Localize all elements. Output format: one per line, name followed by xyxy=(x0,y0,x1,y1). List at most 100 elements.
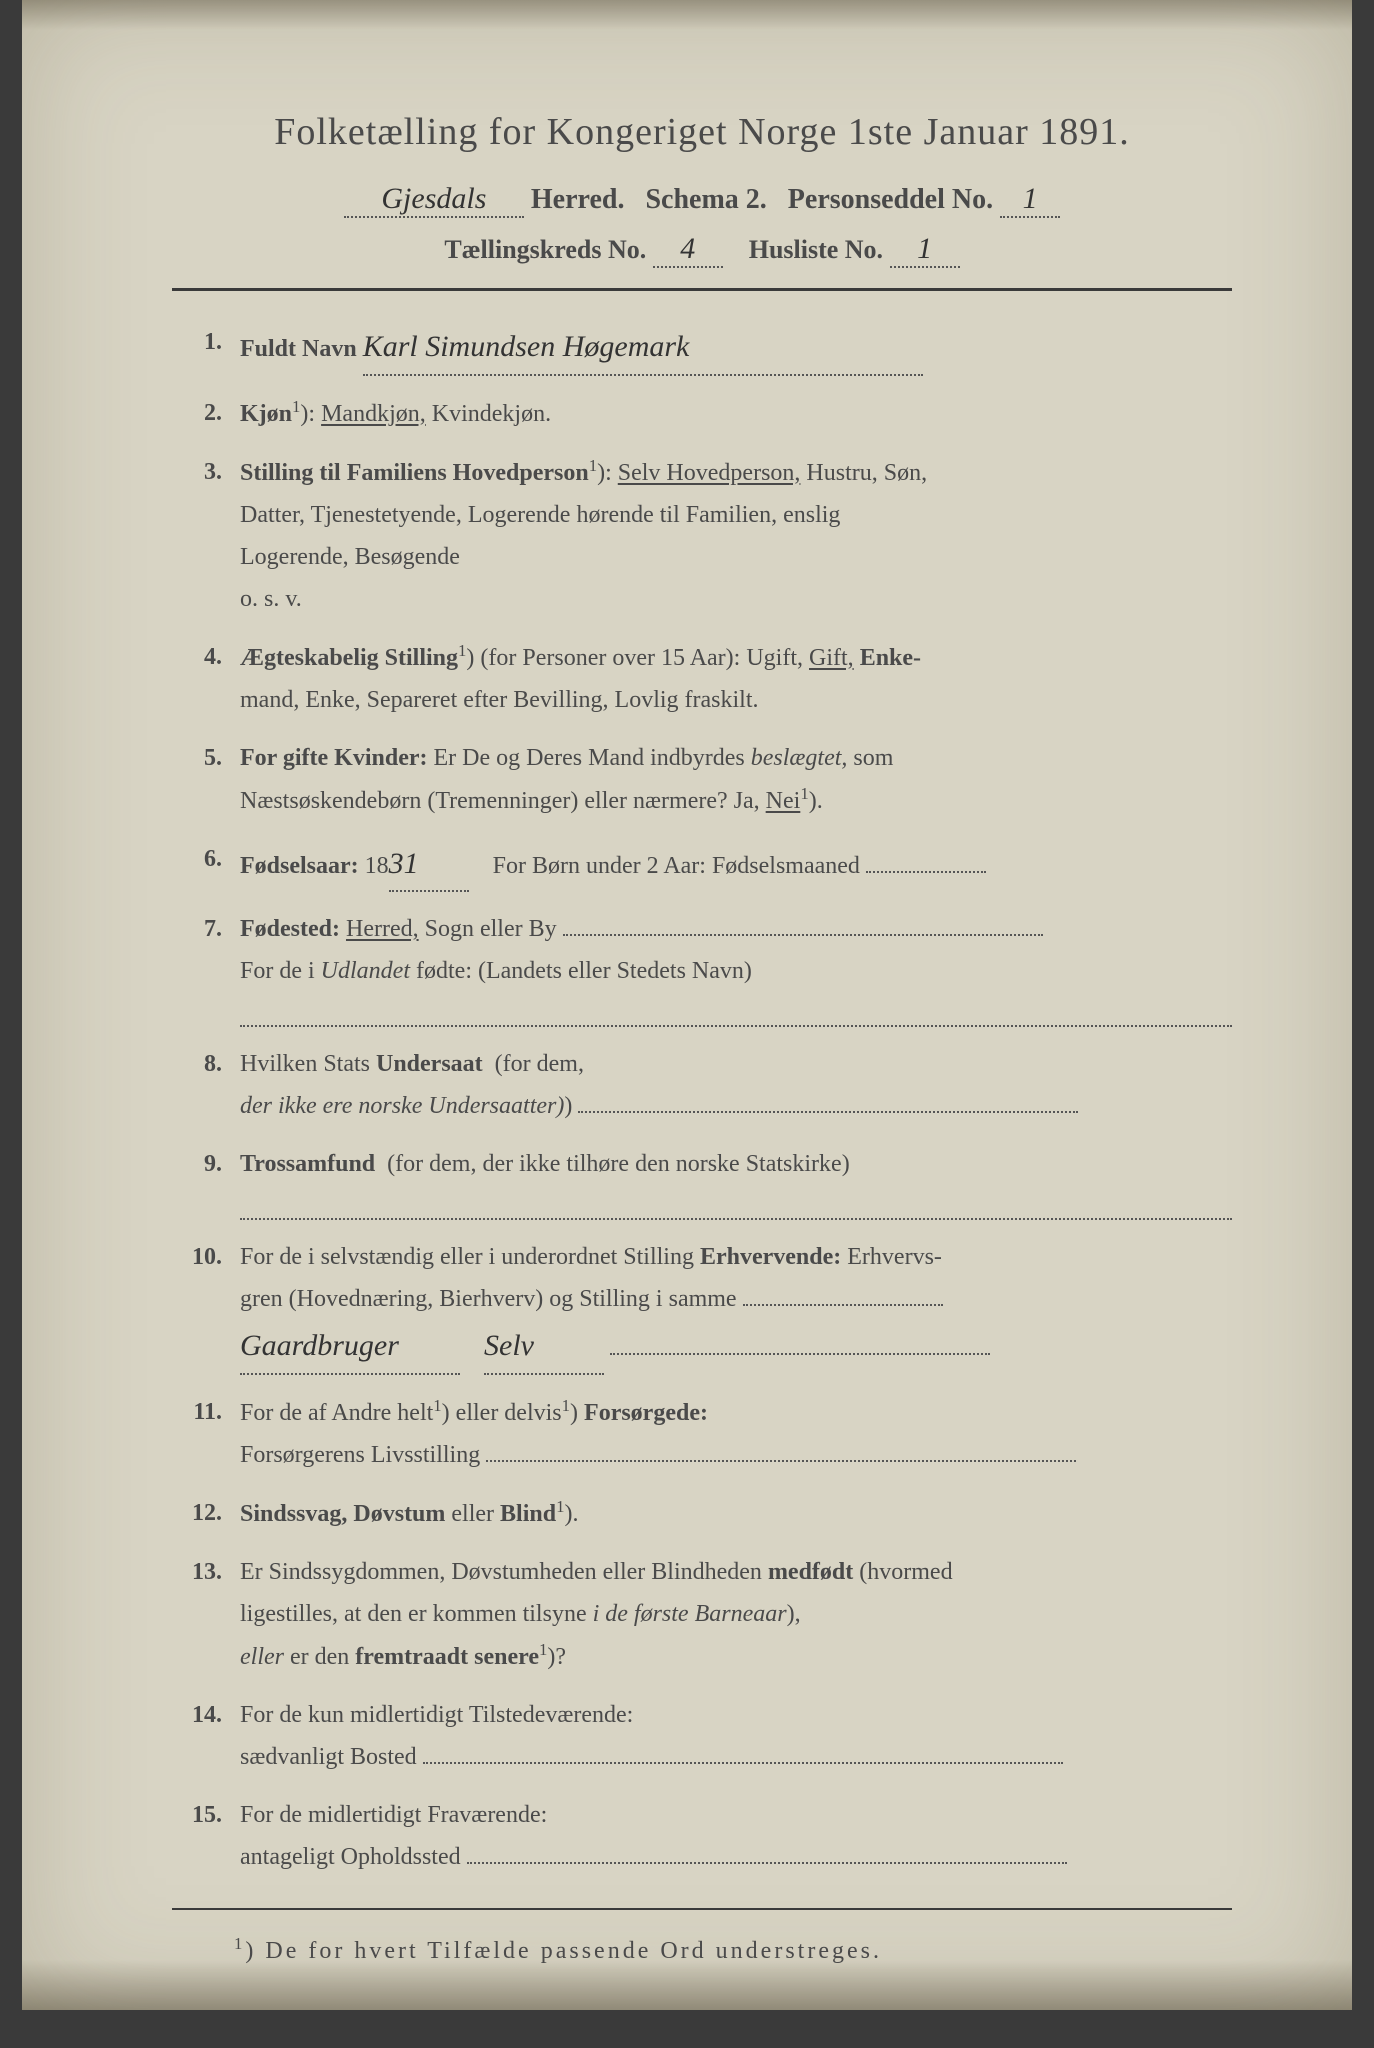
q10-blank1 xyxy=(743,1304,943,1306)
entry-12: 12. Sindssvag, Døvstum eller Blind1). xyxy=(182,1492,1232,1535)
schema-label: Schema 2. xyxy=(645,184,766,215)
q13-line2b: ), xyxy=(787,1601,801,1627)
q14-text: For de kun midlertidigt Tilstedeværende: xyxy=(240,1702,633,1728)
header-line-1: Gjesdals Herred. Schema 2. Personseddel … xyxy=(172,182,1232,218)
entry-number: 8. xyxy=(182,1043,240,1127)
entry-number: 3. xyxy=(182,451,240,620)
form-header: Folketælling for Kongeriget Norge 1ste J… xyxy=(172,110,1232,268)
entry-body: Er Sindssygdommen, Døvstumheden eller Bl… xyxy=(240,1551,1232,1678)
q10-blank2 xyxy=(610,1353,990,1355)
entry-13: 13. Er Sindssygdommen, Døvstumheden elle… xyxy=(182,1551,1232,1678)
footnote-text: De for hvert Tilfælde passende Ord under… xyxy=(265,1938,882,1964)
entry-number: 4. xyxy=(182,636,240,721)
entry-body: Trossamfund (for dem, der ikke tilhøre d… xyxy=(240,1143,1232,1220)
entry-body: Fødested: Herred, Sogn eller By For de i… xyxy=(240,908,1232,1027)
sup-ref: 1 xyxy=(562,1396,570,1415)
herred-handwritten: Gjesdals xyxy=(344,182,524,218)
q3-rest: Hustru, Søn, xyxy=(806,460,927,486)
q2-opt-kvindekjon: Kvindekjøn. xyxy=(432,401,551,427)
q3-label: Stilling til Familiens Hovedperson xyxy=(240,460,589,486)
q13-bold: medfødt xyxy=(768,1559,853,1585)
entry-body: For gifte Kvinder: Er De og Deres Mand i… xyxy=(240,737,1232,822)
q10-text2: Erhvervs- xyxy=(847,1244,942,1270)
q13-paren: (hvormed xyxy=(859,1559,952,1585)
q7-udlandet: Udlandet xyxy=(321,958,410,984)
q9-label: Trossamfund xyxy=(240,1151,375,1177)
header-line-2: Tællingskreds No. 4 Husliste No. 1 xyxy=(172,232,1232,268)
q11-text2: eller delvis xyxy=(456,1400,562,1426)
q4-paren: (for Personer over 15 Aar): xyxy=(480,645,740,671)
q11-bold: Forsørgede: xyxy=(584,1400,708,1426)
q15-blank xyxy=(467,1862,1067,1864)
entry-number: 5. xyxy=(182,737,240,822)
q3-line4: o. s. v. xyxy=(240,586,302,612)
q8-pre: Hvilken Stats xyxy=(240,1051,376,1077)
q5-nei: Nei xyxy=(766,788,801,814)
sup-ref: 1 xyxy=(433,1396,441,1415)
header-divider xyxy=(172,288,1232,291)
herred-label: Herred. xyxy=(531,184,625,215)
footnote-sup: 1 xyxy=(234,1934,245,1953)
entry-body: For de midlertidigt Fraværende: antageli… xyxy=(240,1794,1232,1878)
q6-text2: For Børn under 2 Aar: Fødselsmaaned xyxy=(493,853,860,879)
q5-line2: Næstsøskendebørn (Tremenninger) eller næ… xyxy=(240,788,760,814)
q13-text1: Er Sindssygdommen, Døvstumheden eller Bl… xyxy=(240,1559,762,1585)
q4-ugift: Ugift, xyxy=(746,645,803,671)
q3-line3: Logerende, Besøgende xyxy=(240,544,460,570)
q5-text2: som xyxy=(853,745,893,771)
q4-enke: Enke- xyxy=(860,645,921,671)
entry-body: For de i selvstændig eller i underordnet… xyxy=(240,1236,1232,1375)
q10-text1: For de i selvstændig eller i underordnet… xyxy=(240,1244,694,1270)
q8-paren1: (for dem, xyxy=(495,1051,584,1077)
q13-bold2: fremtraadt senere xyxy=(355,1644,539,1670)
q15-text: For de midlertidigt Fraværende: xyxy=(240,1802,547,1828)
q3-opt-selv: Selv Hovedperson, xyxy=(618,460,801,486)
entry-8: 8. Hvilken Stats Undersaat (for dem, der… xyxy=(182,1043,1232,1127)
q6-prefix: 18 xyxy=(365,853,389,879)
q2-opt-mandkjon: Mandkjøn, xyxy=(321,401,426,427)
entry-number: 13. xyxy=(182,1551,240,1678)
q9-blank-line xyxy=(240,1189,1232,1220)
q7-blank xyxy=(563,934,1043,936)
sup-ref: 1 xyxy=(556,1497,564,1516)
entry-number: 7. xyxy=(182,908,240,1027)
entry-number: 11. xyxy=(182,1391,240,1476)
q4-gift: Gift, xyxy=(809,645,854,671)
entry-body: For de kun midlertidigt Tilstedeværende:… xyxy=(240,1694,1232,1778)
sup-ref: 1 xyxy=(292,397,300,416)
q12-blind: Blind xyxy=(500,1501,556,1527)
q1-handwritten-name: Karl Simundsen Høgemark xyxy=(363,321,923,376)
taellingskreds-no: 4 xyxy=(653,232,723,268)
q2-label: Kjøn xyxy=(240,401,292,427)
entry-1: 1. Fuldt Navn Karl Simundsen Høgemark xyxy=(182,321,1232,376)
q6-label: Fødselsaar: xyxy=(240,853,359,879)
personseddel-label: Personseddel No. xyxy=(788,184,993,215)
q6-year-hand: 31 xyxy=(389,838,469,893)
entry-number: 14. xyxy=(182,1694,240,1778)
q5-ital: beslægtet, xyxy=(751,745,848,771)
sup-ref: 1 xyxy=(458,641,466,660)
sup-ref: 1 xyxy=(800,784,808,803)
q13-eller: eller xyxy=(240,1644,284,1670)
entry-number: 2. xyxy=(182,392,240,435)
entry-body: Fuldt Navn Karl Simundsen Høgemark xyxy=(240,321,1232,376)
q1-label: Fuldt Navn xyxy=(240,336,357,362)
entry-body: Ægteskabelig Stilling1) (for Personer ov… xyxy=(240,636,1232,721)
entry-10: 10. For de i selvstændig eller i underor… xyxy=(182,1236,1232,1375)
entry-9: 9. Trossamfund (for dem, der ikke tilhør… xyxy=(182,1143,1232,1220)
footnote: 1) De for hvert Tilfælde passende Ord un… xyxy=(172,1934,1232,1965)
entry-15: 15. For de midlertidigt Fraværende: anta… xyxy=(182,1794,1232,1878)
personseddel-no: 1 xyxy=(1000,182,1060,218)
q14-blank xyxy=(423,1762,1063,1764)
footnote-divider xyxy=(172,1908,1232,1910)
q11-text1: For de af Andre helt xyxy=(240,1400,433,1426)
husliste-no: 1 xyxy=(890,232,960,268)
entry-number: 12. xyxy=(182,1492,240,1535)
q12-label: Sindssvag, Døvstum xyxy=(240,1501,445,1527)
entry-5: 5. For gifte Kvinder: Er De og Deres Man… xyxy=(182,737,1232,822)
q13-line2a: ligestilles, at den er kommen tilsyne xyxy=(240,1601,587,1627)
q8-line2: der ikke ere norske Undersaatter) xyxy=(240,1093,564,1119)
q10-bold1: Erhvervende: xyxy=(700,1244,841,1270)
q6-month-blank xyxy=(866,871,986,873)
q4-line2: mand, Enke, Separeret efter Bevilling, L… xyxy=(240,687,759,713)
